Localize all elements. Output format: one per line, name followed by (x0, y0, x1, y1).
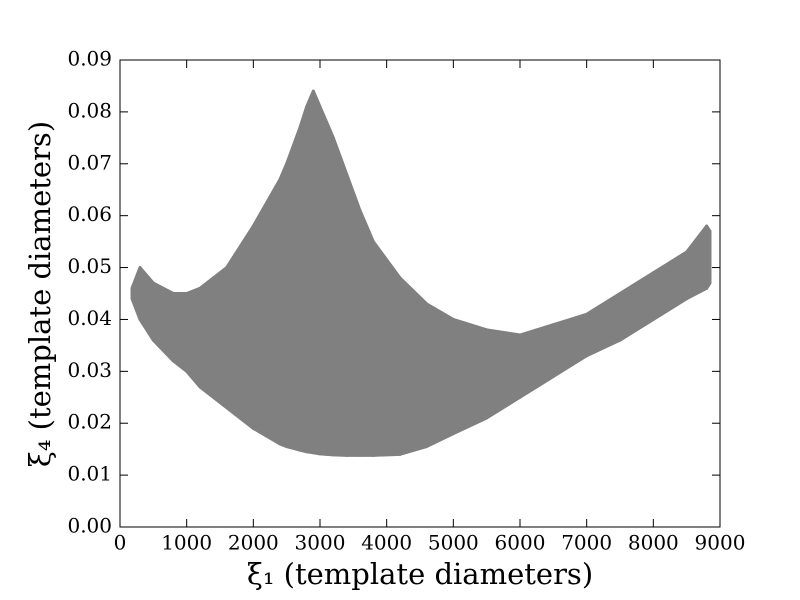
x-tick-label: 7000 (561, 531, 612, 555)
range-segment (371, 240, 402, 457)
y-tick-label: 0.05 (67, 254, 112, 278)
range-segment (185, 286, 202, 389)
range-segment (551, 312, 589, 379)
range-segment (705, 224, 712, 290)
y-axis-label: ξ₄ (template diameters) (23, 121, 57, 467)
range-segment (138, 266, 155, 342)
range-segment (585, 292, 622, 358)
y-tick-label: 0.02 (67, 410, 112, 434)
range-segment (398, 276, 429, 456)
x-tick-label: 8000 (628, 531, 679, 555)
x-tick-label: 1000 (161, 531, 212, 555)
y-tick-label: 0.09 (67, 47, 112, 71)
range-segment (198, 266, 229, 410)
y-tick-label: 0.03 (67, 358, 112, 382)
range-segment (358, 208, 375, 457)
x-tick-label: 9000 (695, 531, 746, 555)
range-segment (518, 323, 555, 399)
y-tick-label: 0.04 (67, 306, 112, 330)
x-tick-label: 5000 (428, 531, 479, 555)
range-segment (285, 125, 302, 452)
y-tick-label: 0.06 (67, 202, 112, 226)
range-segment (651, 250, 689, 321)
y-tick-label: 0.07 (67, 150, 112, 174)
range-segment (225, 224, 255, 430)
range-segment (345, 172, 362, 457)
range-segment (618, 271, 655, 342)
y-tick-label: 0.00 (67, 514, 112, 538)
range-segment (251, 177, 282, 446)
x-tick-label: 3000 (295, 531, 346, 555)
range-segment (171, 292, 189, 373)
range-segment (331, 136, 349, 457)
y-tick-label: 0.01 (67, 462, 112, 486)
range-segment (425, 302, 455, 449)
range-segment (685, 224, 709, 301)
x-tick-label: 2000 (228, 531, 279, 555)
x-tick-label: 4000 (361, 531, 412, 555)
y-tick-label: 0.08 (67, 98, 112, 122)
range-segment (485, 328, 522, 420)
x-tick-label: 0 (114, 531, 127, 555)
plot-frame (119, 59, 721, 528)
range-segment (451, 317, 489, 436)
x-tick-label: 6000 (495, 531, 546, 555)
x-axis-label: ξ₁ (template diameters) (247, 557, 593, 591)
range-segment (151, 281, 175, 363)
